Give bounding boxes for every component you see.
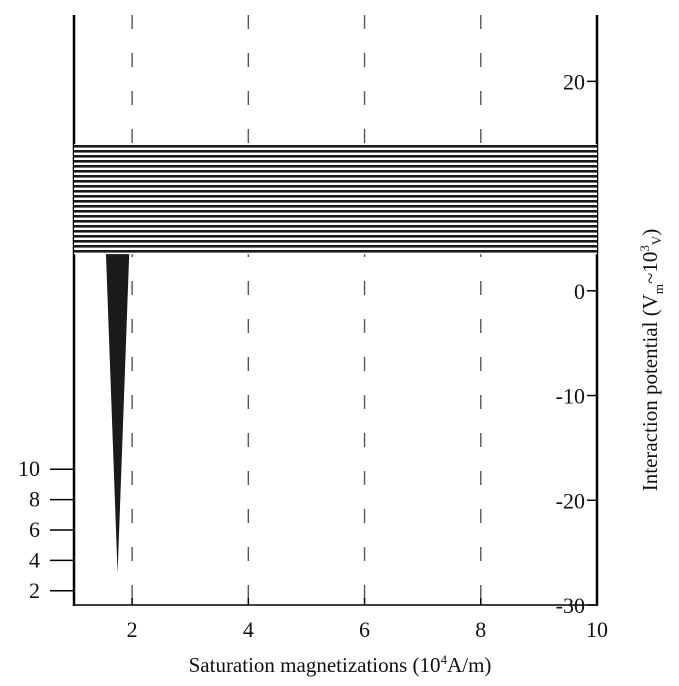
x-tick-label: 10: [586, 617, 608, 642]
left-y-tick-label: 8: [29, 487, 40, 512]
right-y-tick-label: -30: [556, 593, 585, 618]
right-y-tick-label: -10: [556, 384, 585, 409]
x-tick-label: 8: [475, 617, 486, 642]
right-y-tick-label: 0: [574, 279, 585, 304]
x-tick-label: 6: [359, 617, 370, 642]
left-y-tick-label: 10: [18, 456, 40, 481]
x-tick-label: 2: [127, 617, 138, 642]
series-spike: [105, 254, 130, 574]
series-band: [74, 144, 597, 255]
x-axis-label: Saturation magnetizations (104A/m): [189, 652, 492, 677]
right-y-tick-label: 20: [563, 69, 585, 94]
left-y-tick-label: 6: [29, 517, 40, 542]
x-tick-label: 4: [243, 617, 254, 642]
right-y-tick-label: -20: [556, 488, 585, 513]
left-y-tick-label: 2: [29, 578, 40, 603]
left-y-tick-label: 4: [29, 547, 40, 572]
y-axis-label: Interaction potential (Vm~103V): [637, 229, 666, 491]
